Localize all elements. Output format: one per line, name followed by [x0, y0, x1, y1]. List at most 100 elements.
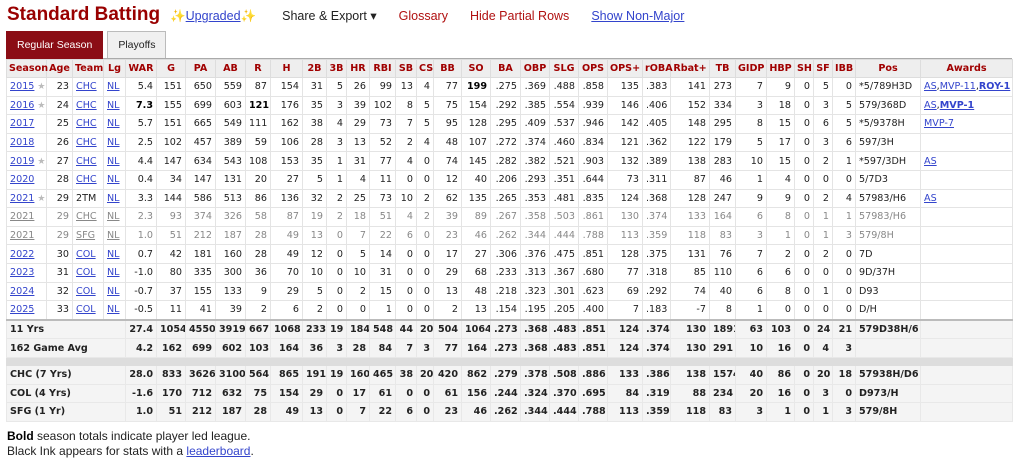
column-header-cs[interactable]: CS [416, 59, 434, 78]
column-header-ops-[interactable]: OPS+ [607, 59, 643, 78]
column-header-gidp[interactable]: GIDP [735, 59, 767, 78]
team-link[interactable]: COL [76, 267, 96, 279]
column-header-team[interactable]: Team [72, 59, 104, 78]
league-link[interactable]: NL [107, 137, 120, 149]
glossary-link[interactable]: Glossary [398, 9, 448, 23]
team-link[interactable]: CHC [76, 137, 97, 149]
column-header-so[interactable]: SO [461, 59, 491, 78]
league-link[interactable]: NL [107, 285, 120, 297]
team-link[interactable]: COL [76, 248, 96, 260]
season-link[interactable]: 2017 [10, 118, 35, 130]
league-link[interactable]: NL [107, 230, 120, 242]
column-header-r[interactable]: R [245, 59, 271, 78]
season-link[interactable]: 2025 [10, 304, 35, 316]
season-link[interactable]: 2024 [10, 285, 35, 297]
leaderboard-link[interactable]: leaderboard [186, 444, 251, 458]
cell-tb: 83 [709, 402, 736, 422]
column-header-g[interactable]: G [156, 59, 186, 78]
award-link[interactable]: MVP-7 [924, 118, 954, 130]
season-link[interactable]: 2022 [10, 248, 35, 260]
award-link[interactable]: AS [924, 99, 937, 111]
column-header-ibb[interactable]: IBB [832, 59, 856, 78]
column-header-tb[interactable]: TB [709, 59, 736, 78]
cell-so: 40 [461, 169, 491, 190]
award-link[interactable]: MVP-1 [939, 99, 975, 111]
cell-tb: 164 [709, 207, 736, 227]
season-link[interactable]: 2018 [10, 137, 35, 149]
show-non-major-link[interactable]: Show Non-Major [591, 9, 685, 23]
column-header-roba[interactable]: rOBA [642, 59, 673, 78]
upgraded-badge[interactable]: ✨Upgraded✨ [170, 9, 256, 24]
column-header-hr[interactable]: HR [346, 59, 370, 78]
team-link[interactable]: CHC [76, 118, 97, 130]
column-header-slg[interactable]: SLG [549, 59, 579, 78]
cell-r: 75 [245, 383, 271, 404]
league-link[interactable]: NL [107, 192, 120, 204]
season-link[interactable]: 2019 [10, 155, 35, 167]
league-link[interactable]: NL [107, 304, 120, 316]
team-link[interactable]: CHC [76, 99, 97, 111]
season-link[interactable]: 2021 [10, 230, 35, 242]
column-header-3b[interactable]: 3B [326, 59, 347, 78]
team-link[interactable]: COL [76, 285, 96, 297]
award-link[interactable]: AS [924, 192, 937, 204]
column-header-sh[interactable]: SH [794, 59, 814, 78]
league-link[interactable]: NL [107, 174, 120, 186]
share-export-menu[interactable]: Share & Export ▾ [282, 9, 377, 23]
award-link[interactable]: MVP-11 [939, 81, 976, 93]
award-link[interactable]: AS [924, 155, 937, 167]
cell-ops: .644 [578, 169, 608, 190]
league-link[interactable]: NL [107, 155, 120, 167]
season-link[interactable]: 2021 [10, 211, 35, 223]
league-link[interactable]: NL [107, 267, 120, 279]
column-header-lg[interactable]: Lg [103, 59, 126, 78]
award-link[interactable]: AS [924, 81, 937, 93]
column-header-h[interactable]: H [270, 59, 303, 78]
team-link[interactable]: CHC [76, 174, 97, 186]
column-header-ba[interactable]: BA [490, 59, 521, 78]
column-header-bb[interactable]: BB [433, 59, 462, 78]
season-link[interactable]: 2023 [10, 267, 35, 279]
cell-hr: 0 [346, 300, 370, 321]
team-link[interactable]: CHC [76, 211, 97, 223]
league-link[interactable]: NL [107, 99, 120, 111]
tab-playoffs[interactable]: Playoffs [107, 31, 167, 58]
season-link[interactable]: 2020 [10, 174, 35, 186]
column-header-pa[interactable]: PA [185, 59, 216, 78]
column-header-2b[interactable]: 2B [302, 59, 327, 78]
column-header-obp[interactable]: OBP [520, 59, 550, 78]
column-header-ab[interactable]: AB [215, 59, 246, 78]
league-link[interactable]: NL [107, 81, 120, 93]
team-link[interactable]: CHC [76, 155, 97, 167]
cell-slg: .554 [549, 95, 579, 116]
cell-ops-: 113 [607, 402, 643, 422]
column-header-hbp[interactable]: HBP [766, 59, 795, 78]
cell-hr: 17 [346, 383, 370, 404]
team-link[interactable]: COL [76, 304, 96, 316]
column-header-age[interactable]: Age [46, 59, 73, 78]
column-header-sf[interactable]: SF [813, 59, 833, 78]
team-link[interactable]: SFG [76, 230, 96, 242]
column-header-rbat-[interactable]: Rbat+ [670, 59, 710, 78]
column-header-sb[interactable]: SB [395, 59, 417, 78]
column-header-pos[interactable]: Pos [855, 59, 921, 78]
column-header-ops[interactable]: OPS [578, 59, 608, 78]
column-header-season[interactable]: Season [6, 59, 48, 78]
column-header-rbi[interactable]: RBI [369, 59, 396, 78]
upgraded-link[interactable]: Upgraded [185, 9, 241, 23]
cell-rbi: 548 [369, 318, 396, 340]
hide-partial-rows-toggle[interactable]: Hide Partial Rows [469, 9, 570, 23]
column-header-war[interactable]: WAR [125, 59, 157, 78]
league-link[interactable]: NL [107, 118, 120, 130]
league-link[interactable]: NL [107, 211, 120, 223]
season-link[interactable]: 2016 [10, 99, 35, 111]
cell-cs: 0 [416, 383, 434, 404]
team-link[interactable]: CHC [76, 81, 97, 93]
tab-regular-season[interactable]: Regular Season [6, 31, 104, 59]
league-link[interactable]: NL [107, 248, 120, 260]
season-link[interactable]: 2021 [10, 192, 35, 204]
column-header-awards[interactable]: Awards [920, 59, 1013, 78]
award-link[interactable]: ROY-1 [978, 81, 1011, 93]
season-link[interactable]: 2015 [10, 81, 35, 93]
cell-pos: 57938H/D6 [855, 364, 921, 385]
